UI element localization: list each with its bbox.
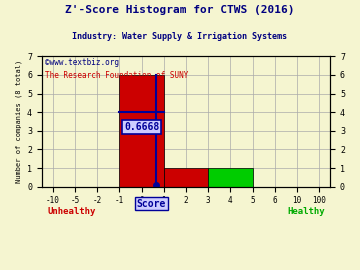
Text: Score: Score [137, 198, 166, 208]
Y-axis label: Number of companies (8 total): Number of companies (8 total) [15, 60, 22, 183]
Bar [164, 168, 208, 187]
Bar [120, 75, 164, 187]
Text: The Research Foundation of SUNY: The Research Foundation of SUNY [45, 71, 188, 80]
Text: Unhealthy: Unhealthy [48, 207, 96, 216]
Text: ©www.textbiz.org: ©www.textbiz.org [45, 58, 119, 67]
Text: 0.6668: 0.6668 [124, 122, 159, 132]
Text: Healthy: Healthy [287, 207, 324, 216]
Bar [208, 168, 253, 187]
Text: Z'-Score Histogram for CTWS (2016): Z'-Score Histogram for CTWS (2016) [65, 5, 295, 15]
Text: Industry: Water Supply & Irrigation Systems: Industry: Water Supply & Irrigation Syst… [72, 32, 288, 41]
